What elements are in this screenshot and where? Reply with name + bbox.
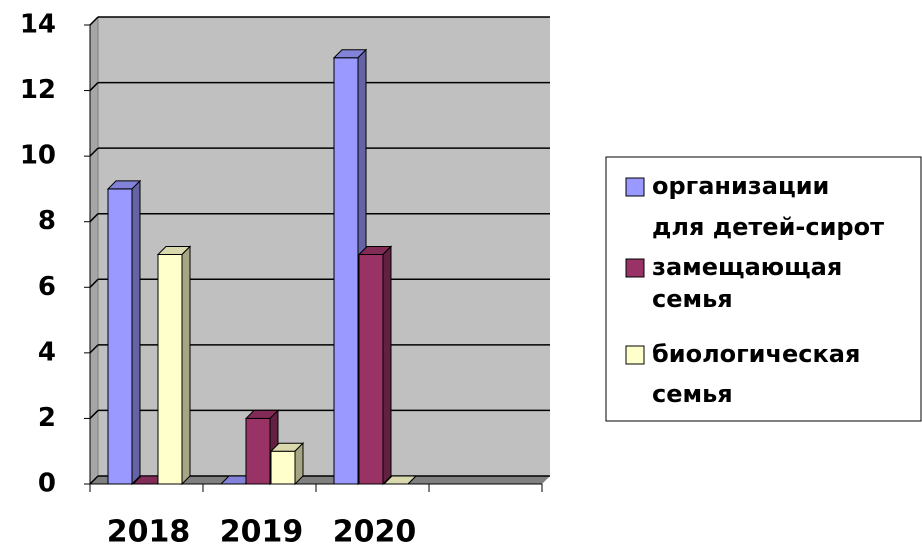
grid-line xyxy=(89,16,99,26)
bar-side xyxy=(181,245,191,486)
bar-front xyxy=(107,188,133,485)
y-tick-label: 14 xyxy=(20,10,56,40)
y-tick-label: 8 xyxy=(38,206,56,236)
bar xyxy=(382,475,418,485)
bar xyxy=(244,409,280,486)
bar-front xyxy=(333,57,359,485)
bar-front xyxy=(245,417,271,485)
y-tick-label: 2 xyxy=(38,403,56,433)
bar-front xyxy=(157,254,183,485)
floor xyxy=(90,476,550,484)
x-tick-label: 2019 xyxy=(220,515,304,549)
bar-front xyxy=(270,450,296,485)
bar-side xyxy=(131,179,141,486)
legend-swatch xyxy=(625,345,645,365)
x-tick-label: 2018 xyxy=(107,515,191,549)
grid-line xyxy=(89,147,99,157)
grid-line xyxy=(89,278,99,288)
grid-line xyxy=(89,409,99,419)
bar xyxy=(156,245,192,486)
y-tick-label: 0 xyxy=(38,469,56,499)
grid-line xyxy=(89,213,99,223)
y-tick-label: 12 xyxy=(20,75,56,105)
y-tick-label: 4 xyxy=(38,337,56,367)
bar xyxy=(269,442,305,486)
legend-label: замещающая семья xyxy=(652,253,842,313)
bar-side xyxy=(294,442,304,486)
bar-side xyxy=(382,245,392,486)
grid-line xyxy=(89,344,99,354)
bar xyxy=(357,245,393,486)
legend-label: организации для детей-сирот xyxy=(652,172,884,241)
bar-front xyxy=(358,254,384,485)
bar-side xyxy=(407,475,417,485)
x-tick-label: 2020 xyxy=(333,515,417,549)
back-wall xyxy=(98,17,550,476)
legend-box xyxy=(605,156,922,422)
grid-line xyxy=(89,475,99,485)
y-tick-label: 10 xyxy=(20,141,56,171)
legend-label: биологическая семья xyxy=(652,340,860,408)
legend-swatch xyxy=(625,258,645,278)
legend-swatch xyxy=(625,177,645,197)
y-tick-label: 6 xyxy=(38,272,56,302)
bar xyxy=(106,179,142,486)
grid-line xyxy=(89,82,99,92)
